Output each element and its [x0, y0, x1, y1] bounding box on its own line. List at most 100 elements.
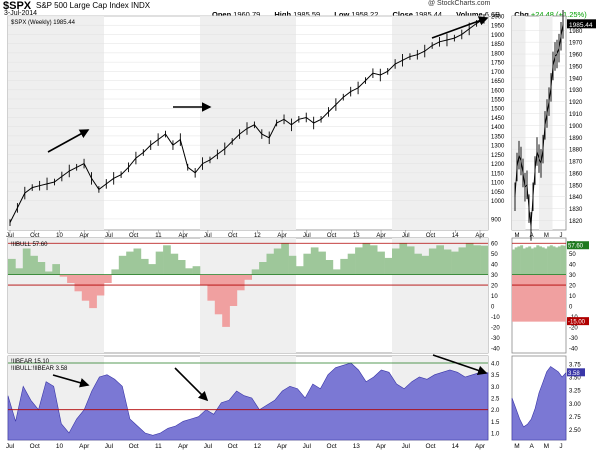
price-side-y-tick-label: 1860 — [569, 171, 583, 177]
x-tick-label: Oct — [327, 443, 337, 450]
x-tick-label: Jul — [6, 443, 15, 450]
bull-bar — [436, 245, 444, 275]
bull-bar — [207, 274, 216, 301]
bull-bar — [8, 258, 16, 275]
ratio-y-tick-label: 3.0 — [491, 385, 500, 391]
bull-bar — [458, 247, 467, 275]
price-x-tick-label: 12 — [254, 233, 261, 239]
bull-y-tick-label: -10 — [491, 315, 500, 321]
bear-last-value-box — [567, 317, 589, 326]
annotation-arrow — [47, 129, 90, 153]
bull-side-bar — [522, 248, 526, 275]
ratio-last-value-label: 3.58 — [568, 371, 580, 377]
price-side-y-tick-label: 1920 — [569, 100, 583, 106]
bull-side-y-tick-label: 50 — [569, 252, 576, 258]
annotation-arrow — [174, 367, 209, 402]
bull-bar — [133, 248, 142, 275]
bull-last-value-box — [567, 241, 589, 250]
price-side-y-tick-label: 1980 — [569, 29, 583, 35]
price-y-tick-label: 1800 — [491, 51, 505, 57]
price-side-y-tick-label: 1910 — [569, 112, 583, 118]
price-y-tick-label: 1550 — [491, 98, 505, 104]
price-y-tick-label: 1300 — [491, 144, 505, 150]
open-value: 1960.79 — [233, 10, 261, 19]
x-axis-labels: Jul Oct 10 Apr Jul Oct 11 Apr Jul Oct 12 Apr Jul Oct 1… — [6, 230, 563, 450]
close-value: 1985.44 — [414, 10, 443, 19]
bear-legend: !IIBEAR 15.10 — [11, 359, 50, 365]
bull-bar — [89, 274, 97, 309]
bull-side-bar — [549, 245, 553, 275]
bull-bar — [251, 269, 260, 275]
bull-bar — [15, 268, 24, 275]
watermark: @ StockCharts.com — [428, 0, 491, 7]
price-x-tick-label: 13 — [353, 233, 360, 239]
bull-bar — [384, 257, 393, 275]
bull-side-y-tick-label: 10 — [569, 294, 576, 300]
bull-bar — [37, 262, 46, 275]
price-side-line — [514, 24, 564, 227]
bull-bar — [214, 274, 223, 315]
price-side-y-tick-label: 1830 — [569, 207, 583, 213]
bull-side-y-tick-label: -30 — [569, 336, 578, 342]
bull-last-value-label: 57.60 — [568, 244, 584, 250]
bull-bar — [480, 245, 489, 275]
bull-side-bar — [528, 246, 532, 275]
price-y-tick-label: 1150 — [491, 171, 505, 177]
ratio-side-y-tick-label: 3.75 — [569, 362, 581, 368]
x-tick-label: 14 — [452, 443, 460, 450]
ratio-side-y-tick-label: 2.50 — [569, 428, 581, 434]
bull-bar — [81, 274, 90, 301]
price-y-tick-label: 2000 — [491, 15, 505, 21]
x-tick-label: Jul — [204, 443, 213, 450]
price-x-tick-label: Apr — [80, 233, 89, 239]
annotation-arrow — [52, 374, 90, 388]
x-tick-label: Oct — [425, 443, 435, 450]
bull-y-tick-label: 20 — [491, 284, 498, 290]
bull-bar — [126, 251, 134, 275]
bull-bar — [399, 243, 408, 275]
price-y-tick-label: 1650 — [491, 79, 505, 85]
bull-bar — [170, 253, 179, 275]
price-y-tick-label: 1450 — [491, 116, 505, 122]
ratio-side-area — [511, 366, 567, 441]
bull-bar — [340, 258, 348, 275]
low-value: 1958.22 — [351, 10, 379, 19]
bull-side-bar — [530, 248, 534, 275]
price-side-y-tick-label: 1840 — [569, 195, 583, 201]
bull-bar — [355, 247, 363, 275]
bull-bar — [362, 243, 371, 275]
price-side-y-tick-label: 1960 — [569, 53, 583, 59]
ratio-side-y-tick-label: 3.00 — [569, 402, 581, 408]
price-y-tick-label: 1900 — [491, 33, 505, 39]
side-price-x-tick-label: A — [530, 233, 534, 239]
price-y-tick-label: 1050 — [491, 190, 505, 196]
annotation-arrow — [432, 354, 488, 375]
price-y-tick-label: 1950 — [491, 24, 505, 30]
bull-side-bar — [555, 247, 559, 275]
x-tick-label: 10 — [56, 443, 64, 450]
bull-side-bar — [539, 246, 542, 275]
x-tick-label: Apr — [475, 443, 486, 450]
bull-side-y-tick-label: 30 — [569, 273, 576, 279]
bull-bar — [185, 268, 193, 275]
ratio-y-tick-label: 1.0 — [491, 432, 500, 438]
price-x-tick-label: 10 — [56, 233, 63, 239]
bull-side-bar — [536, 245, 540, 275]
ratio-side-y-tick-label: 3.25 — [569, 389, 581, 395]
bull-bar — [192, 266, 201, 275]
price-x-tick-label: 14 — [452, 233, 459, 239]
price-y-tick-label: 1500 — [491, 107, 505, 113]
price-side-y-tick-label: 1890 — [569, 136, 583, 142]
ratio-y-tick-label: 2.5 — [491, 397, 500, 403]
price-x-tick-label: Oct — [30, 233, 40, 239]
bull-bar — [111, 269, 120, 275]
bull-legend: !IIBULL 57.60 — [11, 242, 48, 248]
bull-side-y-tick-label: 0 — [569, 304, 573, 310]
bull-side-bar — [544, 248, 548, 275]
price-y-tick-label: 1000 — [491, 199, 505, 205]
annotation-arrows — [47, 16, 489, 402]
ratio-y-tick-label: 4.0 — [491, 362, 500, 368]
price-x-tick-label: 11 — [155, 233, 162, 239]
bull-bar — [22, 248, 31, 275]
bull-indicator-panel: 60 50 40 30 20 10 0 -10 -20 -30 -40 !IIBULL 57.60 — [8, 238, 500, 353]
